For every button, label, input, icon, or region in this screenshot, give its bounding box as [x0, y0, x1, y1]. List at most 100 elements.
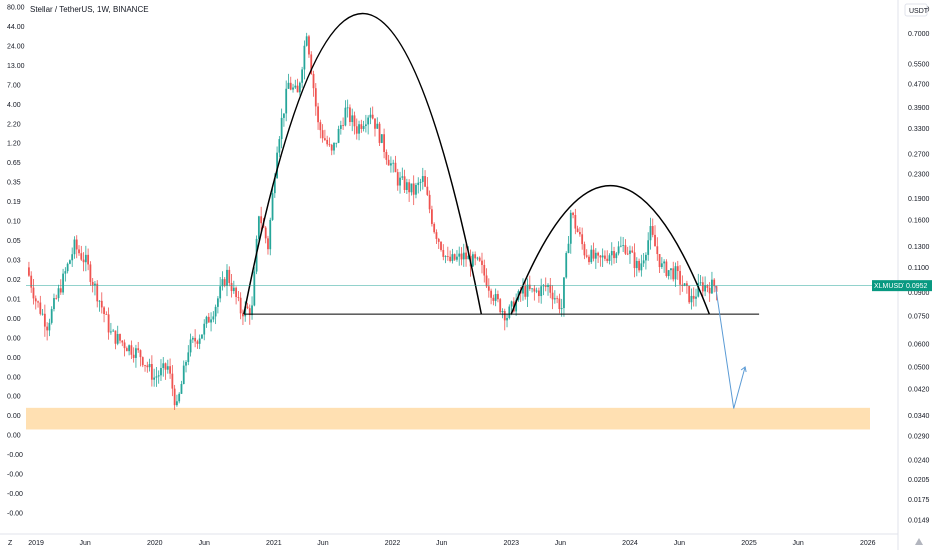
candle-body: [487, 286, 490, 291]
candle: [403, 169, 406, 194]
candle-body: [715, 286, 718, 292]
left-axis-tick: 13.00: [7, 63, 25, 70]
candle-body: [401, 176, 404, 178]
candle: [207, 312, 210, 323]
big-arc-pattern[interactable]: [243, 12, 483, 315]
candle-body: [462, 252, 465, 260]
currency-unit-text: USDT: [909, 8, 929, 15]
candle-body: [547, 284, 549, 287]
time-axis[interactable]: 2019 Jun 2020 Jun 2021 Jun 2022 Jun 2023 Jun 2024 J…: [28, 540, 875, 547]
candle-body: [232, 287, 235, 292]
candle-body: [631, 250, 634, 253]
candle-body: [444, 256, 447, 257]
candle-body: [166, 366, 169, 370]
left-axis-tick: 7.00: [7, 82, 21, 89]
candle-body: [399, 177, 401, 186]
candle: [522, 278, 524, 301]
candle-body: [178, 393, 181, 402]
currency-unit-label[interactable]: USDT: [904, 3, 929, 17]
candle: [551, 285, 554, 310]
tradingview-logo-icon[interactable]: Z: [8, 540, 13, 547]
candle-body: [681, 284, 684, 286]
candle: [69, 259, 71, 265]
right-axis-tick: 0.2700: [908, 151, 930, 158]
x-axis-tick: 2026: [860, 540, 876, 547]
candle-body: [647, 240, 650, 255]
left-axis-tick: 2.20: [7, 121, 21, 128]
candle: [312, 70, 315, 97]
candle: [64, 267, 67, 282]
candle: [426, 177, 429, 197]
candle-body: [385, 151, 388, 160]
candle: [590, 245, 593, 264]
candle: [48, 318, 51, 337]
candle-body: [269, 219, 272, 250]
candle: [442, 244, 445, 261]
projection-path[interactable]: [715, 285, 746, 409]
candle: [556, 295, 559, 304]
candle: [201, 334, 203, 340]
candle: [298, 81, 301, 96]
candle-body: [321, 130, 324, 139]
candle-body: [333, 142, 335, 151]
candle: [601, 248, 604, 268]
scroll-arrow-icon[interactable]: [915, 538, 923, 545]
candle-body: [676, 266, 679, 272]
candle: [626, 246, 629, 256]
candle: [428, 190, 431, 214]
small-arc-pattern[interactable]: [510, 185, 711, 315]
candle: [203, 319, 206, 341]
candle-body: [198, 338, 201, 344]
left-axis-tick: 0.00: [7, 335, 21, 342]
candle-body: [34, 298, 37, 302]
candle: [130, 340, 133, 360]
candle: [198, 334, 201, 350]
right-axis-tick: 0.2300: [908, 172, 930, 179]
candle: [592, 242, 595, 262]
candle-body: [476, 257, 479, 259]
candle: [535, 287, 538, 294]
left-axis: 80.00 44.00 24.00 13.00 7.00 4.00 2.20 1.20 0.65…: [7, 5, 25, 518]
candle-body: [524, 286, 527, 297]
candle: [378, 121, 381, 146]
candle-body: [683, 283, 686, 286]
right-axis[interactable]: 0.85000.70000.55000.47000.39000.33000.27…: [908, 7, 930, 525]
candle: [121, 340, 124, 347]
left-axis-tick: -0.00: [7, 452, 23, 459]
candle-body: [176, 401, 178, 406]
candle-body: [210, 319, 212, 323]
candle: [544, 277, 547, 292]
candle: [242, 309, 244, 325]
candle: [292, 83, 294, 93]
candle-body: [437, 238, 440, 242]
candle-body: [396, 172, 399, 186]
candle-body: [449, 256, 452, 261]
candle-body: [467, 255, 470, 260]
candle: [210, 312, 212, 332]
candle-body: [280, 117, 283, 140]
candle-body: [371, 114, 374, 119]
candle-body: [244, 306, 247, 317]
candle: [303, 40, 306, 80]
x-axis-tick: Jun: [555, 540, 566, 547]
candle-body: [667, 270, 670, 277]
candle-body: [588, 256, 590, 263]
candle-body: [660, 263, 663, 268]
candle: [487, 278, 490, 298]
target-zone[interactable]: [26, 407, 870, 430]
candle: [401, 167, 404, 180]
right-axis-tick: 0.0340: [908, 413, 930, 420]
candle: [189, 333, 192, 357]
right-axis-tick: 0.4700: [908, 81, 930, 88]
candle-body: [267, 238, 269, 250]
candle: [515, 293, 518, 316]
candle: [369, 107, 372, 125]
right-axis-tick: 0.1900: [908, 196, 930, 203]
symbol-badge: [872, 280, 904, 292]
candle: [410, 183, 413, 196]
candle-body: [510, 301, 513, 307]
candle-body: [369, 114, 372, 118]
candle-body: [713, 279, 716, 287]
